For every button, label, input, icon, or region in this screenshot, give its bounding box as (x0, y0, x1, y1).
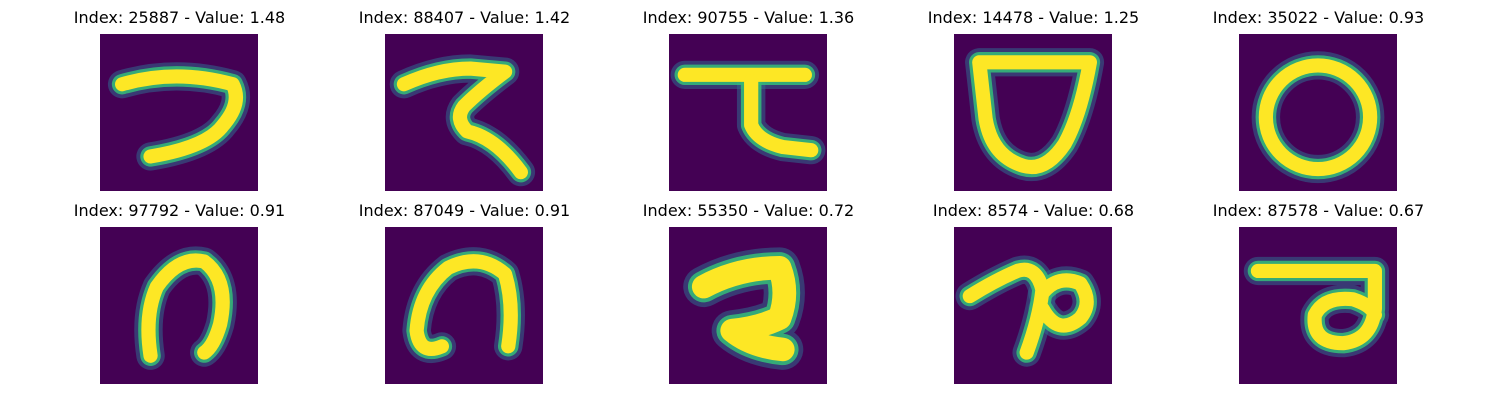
panel-title: Index: 87578 - Value: 0.67 (1212, 201, 1425, 220)
panel-1: Index: 88407 - Value: 1.42 (322, 8, 607, 198)
glyph-strokes (1251, 51, 1385, 184)
glyph-image (669, 227, 827, 384)
panel-title: Index: 25887 - Value: 1.48 (73, 8, 286, 27)
panel-7: Index: 55350 - Value: 0.72 (606, 201, 891, 391)
panel-2: Index: 90755 - Value: 1.36 (606, 8, 891, 198)
panel-title: Index: 87049 - Value: 0.91 (358, 201, 571, 220)
panel-title: Index: 8574 - Value: 0.68 (932, 201, 1135, 220)
glyph-strokes (134, 246, 237, 370)
panel-3: Index: 14478 - Value: 1.25 (891, 8, 1176, 198)
glyph-image (100, 227, 258, 384)
glyph-strokes (670, 60, 826, 165)
panel-6: Index: 87049 - Value: 0.91 (322, 201, 607, 391)
glyph-strokes (1243, 256, 1390, 358)
panel-9: Index: 87578 - Value: 0.67 (1176, 201, 1461, 391)
panel-title: Index: 55350 - Value: 0.72 (642, 201, 855, 220)
glyph-image (385, 227, 543, 384)
glyph-image (669, 34, 827, 191)
glyph-image (1239, 227, 1397, 384)
panel-title: Index: 90755 - Value: 1.36 (642, 8, 855, 27)
glyph-strokes (389, 54, 536, 187)
glyph-image (954, 34, 1112, 191)
panel-5: Index: 97792 - Value: 0.91 (37, 201, 322, 391)
glyph-image (954, 227, 1112, 384)
glyph-strokes (107, 62, 251, 171)
glyph-strokes (402, 247, 525, 363)
panel-title: Index: 14478 - Value: 1.25 (927, 8, 1140, 27)
panel-0: Index: 25887 - Value: 1.48 (37, 8, 322, 198)
panel-title: Index: 88407 - Value: 1.42 (358, 8, 571, 27)
glyph-image (1239, 34, 1397, 191)
panel-title: Index: 97792 - Value: 0.91 (73, 201, 286, 220)
panel-8: Index: 8574 - Value: 0.68 (891, 201, 1176, 391)
glyph-strokes (965, 48, 1105, 182)
glyph-strokes (683, 247, 805, 370)
panel-4: Index: 35022 - Value: 0.93 (1176, 8, 1461, 198)
glyph-image (385, 34, 543, 191)
glyph-image (100, 34, 258, 191)
glyph-strokes (955, 255, 1101, 367)
panel-title: Index: 35022 - Value: 0.93 (1212, 8, 1425, 27)
